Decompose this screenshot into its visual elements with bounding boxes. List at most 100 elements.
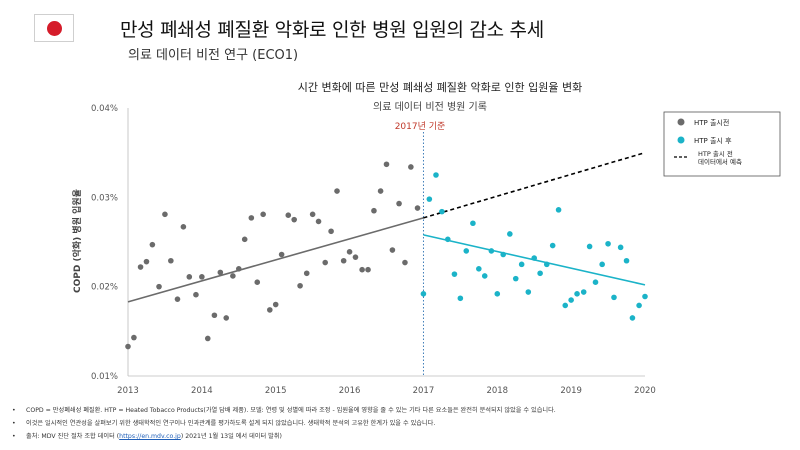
- data-point-after: [481, 273, 488, 279]
- data-point-before: [235, 266, 242, 272]
- data-point-after: [463, 248, 470, 254]
- data-point-before: [352, 254, 359, 260]
- data-point-before: [162, 211, 168, 218]
- data-point-after: [426, 196, 433, 202]
- data-point-before: [322, 259, 328, 266]
- data-point-after: [457, 295, 464, 302]
- data-point-before: [125, 343, 131, 350]
- x-tick-label: 2013: [117, 386, 139, 396]
- data-point-before: [389, 247, 396, 253]
- baseline-annotation: 2017년 기준: [395, 121, 446, 132]
- data-point-before: [272, 301, 279, 308]
- data-point-after: [543, 261, 550, 268]
- data-point-before: [193, 291, 199, 298]
- x-tick-label: 2014: [191, 386, 213, 396]
- legend-marker-after: [677, 136, 685, 144]
- data-point-after: [580, 289, 587, 295]
- footnotes: • COPD = 만성폐쇄성 폐질환. HTP = Heated Tobacco…: [12, 404, 792, 443]
- data-point-before: [223, 315, 230, 321]
- data-point-before: [254, 279, 261, 286]
- data-point-after: [568, 297, 574, 303]
- chart-subtitle: 의료 데이터 비전 병원 기록: [373, 101, 487, 113]
- flag-sun: [47, 21, 62, 36]
- data-point-before: [186, 274, 193, 280]
- data-point-after: [439, 208, 445, 215]
- data-point-before: [168, 257, 174, 264]
- y-tick-label: 0.03%: [91, 193, 118, 203]
- data-point-before: [303, 270, 310, 277]
- data-point-before: [217, 269, 224, 276]
- data-point-after: [629, 315, 636, 321]
- x-tick-label: 2018: [486, 386, 508, 396]
- data-point-after: [592, 279, 599, 286]
- data-point-before: [346, 249, 353, 255]
- trend-line-before: [127, 217, 424, 303]
- data-point-before: [260, 211, 266, 218]
- legend-marker-before: [677, 118, 685, 126]
- data-point-before: [371, 207, 377, 214]
- data-point-before: [230, 273, 236, 279]
- copd-chart: 시간 변화에 따른 만성 폐쇄성 폐질환 악화로 인한 입원율 변화 의료 데이…: [71, 81, 781, 396]
- data-point-before: [174, 296, 181, 302]
- data-point-after: [476, 266, 482, 272]
- data-point-after: [525, 289, 532, 295]
- y-tick-label: 0.04%: [91, 104, 118, 114]
- y-tick-label: 0.01%: [91, 372, 118, 382]
- footnote-bullet: •: [12, 420, 16, 427]
- data-point-before: [278, 251, 285, 258]
- footnote: • 출처: MDV 진단 절차 조합 데이터 (https://en.mdv.c…: [12, 430, 792, 443]
- footnote-bullet: •: [12, 407, 16, 414]
- legend: HTP 출시전 HTP 출시 후 HTP 출시 전 데이터에서 예측: [663, 111, 781, 177]
- footnote-text: ) 2021년 1월 13일 에서 데이터 발취): [180, 433, 282, 440]
- data-point-before: [131, 334, 137, 341]
- data-point-after: [605, 240, 611, 247]
- footnote-text: 출처: MDV 진단 절차 조합 데이터 (: [26, 433, 120, 440]
- data-point-before: [137, 264, 144, 270]
- x-tick-label: 2020: [634, 386, 656, 396]
- data-point-before: [402, 259, 408, 266]
- data-point-after: [555, 207, 562, 213]
- data-point-after: [642, 293, 648, 300]
- data-point-before: [149, 241, 156, 248]
- data-point-after: [623, 257, 630, 264]
- data-point-before: [359, 266, 365, 273]
- footnote: • 이것은 일시적인 연관성을 살펴보기 위한 생태학적인 연구이나 인과관계를…: [12, 417, 792, 430]
- x-tick-label: 2015: [265, 386, 287, 396]
- data-point-after: [599, 261, 605, 268]
- chart-title: 시간 변화에 따른 만성 폐쇄성 폐질환 악화로 인한 입원율 변화: [298, 81, 582, 94]
- data-point-after: [574, 291, 580, 297]
- x-tick-label: 2019: [560, 386, 582, 396]
- data-point-before: [291, 216, 297, 223]
- data-point-before: [408, 164, 414, 170]
- data-point-before: [396, 200, 402, 207]
- x-tick-label: 2017: [413, 386, 435, 396]
- data-point-before: [328, 228, 334, 235]
- source-link[interactable]: https://en.mdv.co.jp: [119, 433, 181, 440]
- data-point-before: [334, 188, 340, 194]
- footnote-text: 이것은 일시적인 연관성을 살펴보기 위한 생태학적인 연구이나 인과관계를 평…: [26, 420, 436, 427]
- data-point-before: [340, 257, 347, 264]
- data-point-before: [180, 224, 187, 230]
- data-point-after: [500, 251, 506, 258]
- data-point-after: [420, 291, 427, 297]
- data-point-after: [586, 243, 593, 250]
- data-point-after: [549, 242, 556, 249]
- data-point-before: [267, 307, 273, 313]
- footnote-bullet: •: [12, 433, 16, 440]
- y-tick-label: 0.02%: [91, 283, 118, 293]
- japan-flag-icon: [34, 14, 74, 42]
- legend-label-before: HTP 출시전: [694, 118, 729, 127]
- data-point-before: [199, 274, 205, 280]
- data-point-before: [309, 211, 316, 218]
- legend-label-after: HTP 출시 후: [694, 136, 732, 145]
- data-point-before: [248, 215, 255, 221]
- data-point-after: [494, 291, 501, 297]
- data-point-after: [636, 302, 642, 309]
- data-point-after: [512, 275, 519, 282]
- data-point-before: [297, 282, 303, 289]
- data-point-before: [241, 236, 248, 243]
- data-point-before: [315, 218, 322, 225]
- data-point-after: [445, 236, 451, 243]
- data-point-before: [365, 266, 371, 273]
- data-point-after: [562, 302, 569, 309]
